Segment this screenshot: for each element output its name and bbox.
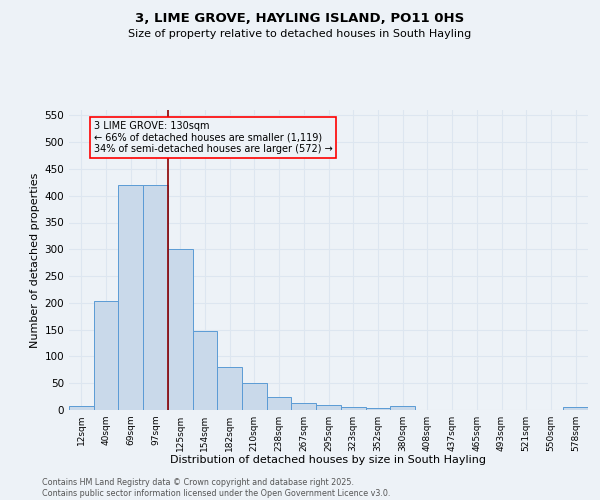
X-axis label: Distribution of detached houses by size in South Hayling: Distribution of detached houses by size …: [170, 456, 487, 466]
Bar: [217, 366, 242, 410]
Bar: [242, 383, 267, 410]
Bar: [563, 408, 588, 410]
Bar: [267, 397, 292, 410]
Bar: [118, 185, 143, 410]
Bar: [69, 406, 94, 410]
Text: 3, LIME GROVE, HAYLING ISLAND, PO11 0HS: 3, LIME GROVE, HAYLING ISLAND, PO11 0HS: [136, 12, 464, 26]
Bar: [316, 405, 341, 410]
Y-axis label: Number of detached properties: Number of detached properties: [30, 172, 40, 348]
Text: Size of property relative to detached houses in South Hayling: Size of property relative to detached ho…: [128, 29, 472, 39]
Bar: [341, 407, 365, 410]
Bar: [390, 406, 415, 410]
Bar: [365, 408, 390, 410]
Bar: [193, 330, 217, 410]
Bar: [292, 403, 316, 410]
Text: 3 LIME GROVE: 130sqm
← 66% of detached houses are smaller (1,119)
34% of semi-de: 3 LIME GROVE: 130sqm ← 66% of detached h…: [94, 120, 332, 154]
Bar: [94, 301, 118, 410]
Text: Contains HM Land Registry data © Crown copyright and database right 2025.
Contai: Contains HM Land Registry data © Crown c…: [42, 478, 391, 498]
Bar: [143, 185, 168, 410]
Bar: [168, 250, 193, 410]
